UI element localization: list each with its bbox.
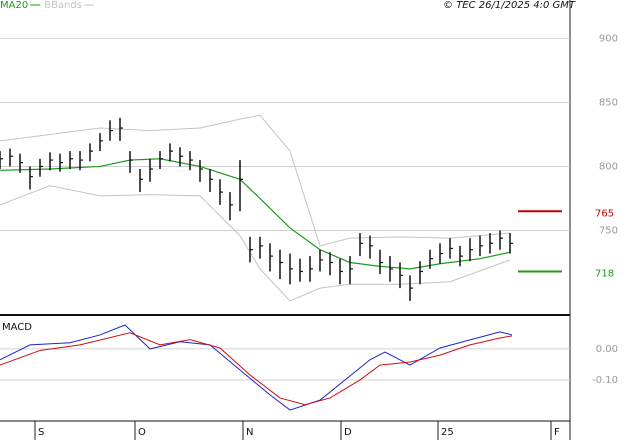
copyright: © TEC 26/1/2025 4:0 GMT [443, 0, 576, 11]
x-tick-label: F [554, 427, 560, 438]
legend-label: MA20 [0, 0, 28, 11]
ma-line [0, 158, 511, 270]
macd-line [0, 324, 513, 411]
x-tick-label: D [344, 427, 352, 438]
y-tick-label: 800 [599, 161, 618, 172]
band-lower [0, 185, 511, 302]
y-tick-label: 850 [599, 97, 618, 108]
y-tick-label: 750 [599, 225, 618, 236]
y-tick-label: -0.10 [592, 375, 618, 386]
x-tick-label: N [246, 427, 253, 438]
x-tick-label: S [38, 427, 44, 438]
band-upper [0, 114, 511, 247]
x-tick-label: O [138, 427, 146, 438]
y-tick-label: 900 [599, 33, 618, 44]
level-label: 765 [595, 208, 614, 219]
macd-line [0, 332, 513, 406]
legend-label: BBands [44, 0, 82, 11]
panel-title: MACD [2, 322, 32, 333]
level-label: 718 [595, 268, 614, 279]
x-tick-label: 25 [441, 427, 454, 438]
y-tick-label: 0.00 [596, 344, 618, 355]
